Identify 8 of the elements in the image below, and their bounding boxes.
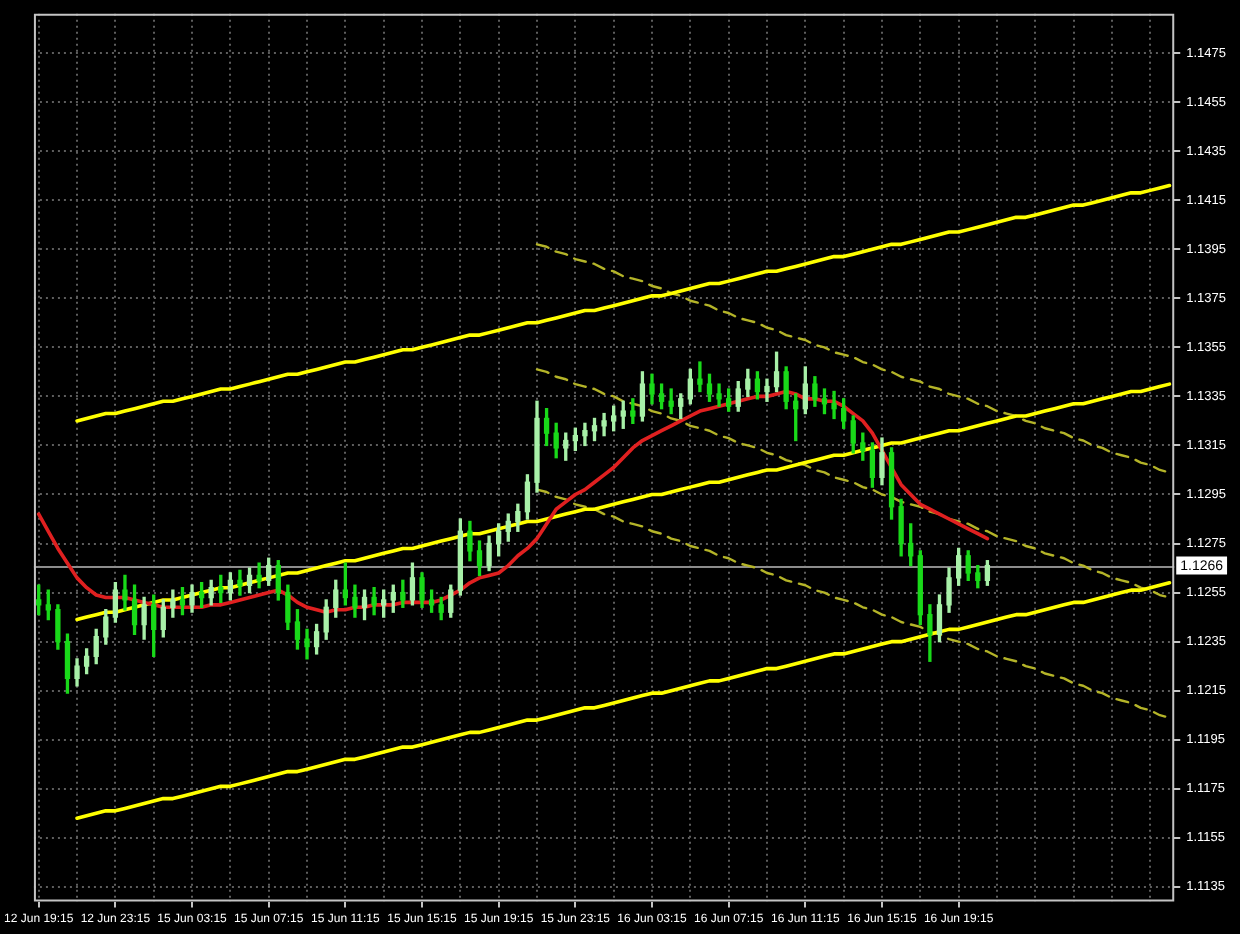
candlestick [697, 361, 703, 393]
candlestick [831, 390, 837, 420]
line-series [535, 243, 1171, 474]
candlestick [668, 388, 674, 415]
candlestick [237, 569, 243, 596]
line-series [535, 368, 1171, 599]
line-series [535, 488, 1171, 719]
candlestick [256, 562, 262, 589]
